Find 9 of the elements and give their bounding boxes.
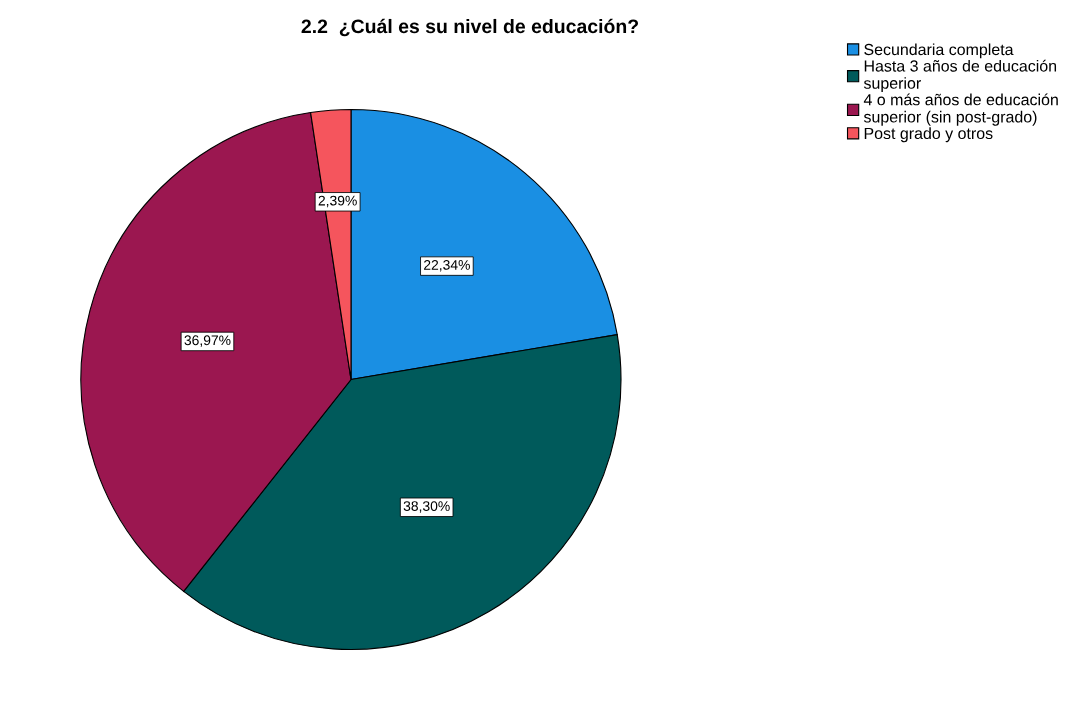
data-label: 38,30% <box>403 501 450 513</box>
legend-label: Secundaria completa <box>864 43 1014 59</box>
legend-label: Post grado y otros <box>864 127 993 143</box>
data-label: 22,34% <box>424 259 470 272</box>
data-label: 36,97% <box>184 335 231 347</box>
legend-label: Hasta 3 años de educación superior <box>863 59 1057 93</box>
chart-title: 2.2 ¿Cuál es su nivel de educación? <box>301 18 639 37</box>
legend-label: 4 o más años de educación superior (sin post-grado) <box>863 93 1058 126</box>
data-label: 2,39% <box>318 195 357 208</box>
